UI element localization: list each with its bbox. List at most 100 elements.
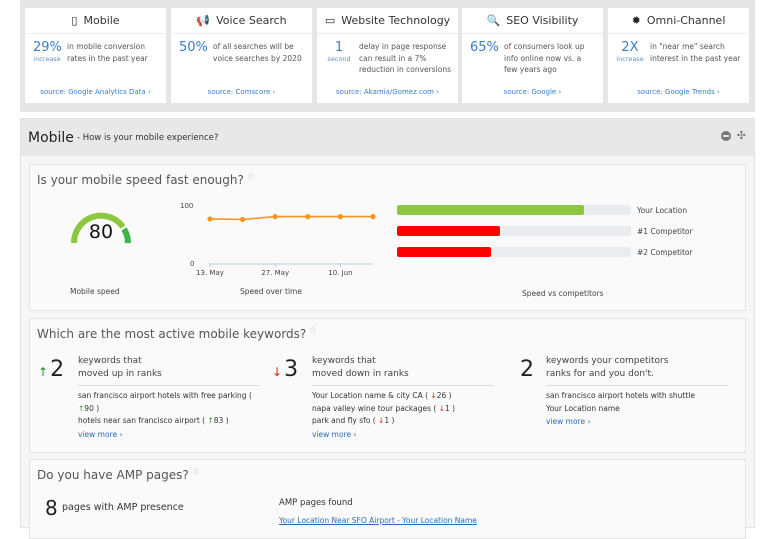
amp-count-label: pages with AMP presence <box>62 502 184 513</box>
panel-title: Mobile <box>28 129 74 146</box>
collapse-icon[interactable] <box>720 131 731 141</box>
keyword-item: Your Location name <box>546 403 620 413</box>
speed-section: Is your mobile speed fast enough? ⓘ 80 M… <box>29 164 746 311</box>
group-title: keywords that <box>78 356 142 366</box>
x-tick-label: 10. Jun <box>328 269 352 277</box>
amp-section: Do you have AMP pages? ⓘ 8 pages with AM… <box>29 459 746 539</box>
bar-category-label: #2 Competitor <box>637 248 693 257</box>
stat-unit: second <box>327 55 351 63</box>
x-tick-label: 13. May <box>196 269 224 277</box>
stat-card: ▭ Website Technology 1 second delay in pag… <box>317 8 458 103</box>
arrow-down-icon: ↓ <box>272 365 283 379</box>
source-link[interactable]: source: Google › <box>503 88 562 96</box>
amp-count: 8 <box>45 496 58 520</box>
y-tick-label: 100 <box>180 202 193 210</box>
stat-unit: increase <box>33 55 61 63</box>
view-more-link[interactable]: view more › <box>78 429 123 439</box>
stat-card: 🔍 SEO Visibility 65% of consumers look up… <box>462 8 603 103</box>
keywords-heading: Which are the most active mobile keyword… <box>37 327 307 341</box>
speed-bar <box>397 226 500 236</box>
speed-point <box>240 216 246 223</box>
stat-title: Mobile <box>83 14 120 27</box>
keyword-group: ↑2 keywords that moved up in ranks san fr… <box>38 355 260 439</box>
keyword-item: Your Location name & city CA ( ↓26 ) <box>312 391 452 400</box>
group-title: keywords that <box>312 356 376 366</box>
monitor-icon: ▭ <box>324 14 336 27</box>
search-icon: 🔍 <box>486 14 501 27</box>
stat-text: of all searches will be voice searches b… <box>213 42 302 63</box>
gauge-value: 80 <box>88 221 114 243</box>
source-link[interactable]: source: Akamia/Gomez.com › <box>336 88 439 96</box>
bar-category-label: #1 Competitor <box>637 227 693 236</box>
speed-line-chart: 100 013. May 27. May 10. Jun <box>180 202 376 277</box>
move-icon[interactable]: ✣ <box>736 129 746 142</box>
stat-value: 2X <box>621 40 639 55</box>
speed-bar-track <box>397 247 631 257</box>
keyword-count: 2 <box>520 357 534 382</box>
stat-value: 29% <box>33 40 62 55</box>
keyword-group: 2 keywords your competitors ranks for and… <box>518 355 728 426</box>
group-title: ranks for and you don't. <box>546 369 654 379</box>
amp-heading: Do you have AMP pages? <box>37 468 189 482</box>
x-tick-label: 27. May <box>261 269 289 277</box>
view-more-link[interactable]: view more › <box>546 417 591 426</box>
stat-text: delay in page response can result in a 7… <box>359 42 451 74</box>
stat-value: 50% <box>179 40 208 55</box>
keywords-section: Which are the most active mobile keyword… <box>29 318 746 453</box>
speed-bar-track <box>397 205 631 215</box>
divider <box>312 385 494 386</box>
stat-text: in "near me" search interest in the past… <box>650 42 741 63</box>
stat-card: 📢 Voice Search 50% of all searches will b… <box>171 8 312 103</box>
stat-value: 65% <box>470 40 499 55</box>
stat-text: in mobile conversion rates in the past y… <box>67 42 148 63</box>
stat-card: ✹ Omni-Channel 2X increase in "near me" se… <box>608 8 749 103</box>
bar-category-label: Your Location <box>637 206 688 215</box>
source-link[interactable]: source: Google Trends › <box>637 88 720 96</box>
info-icon[interactable]: ⓘ <box>247 174 254 181</box>
speed-point <box>305 214 311 220</box>
y-tick-label: 0 <box>190 260 194 268</box>
amp-found-label: AMP pages found <box>279 498 353 508</box>
stat-card: ▯ Mobile 29% increase in mobile conversion… <box>25 8 166 103</box>
gauge-label: Mobile speed <box>70 287 120 296</box>
speed-point <box>272 214 278 220</box>
keyword-item: hotels near san francisco airport ( ↑83 … <box>78 416 229 425</box>
stats-strip: ▯ Mobile 29% increase in mobile conversion… <box>20 0 755 112</box>
stat-title: SEO Visibility <box>506 14 579 27</box>
info-icon[interactable]: ⓘ <box>310 328 317 335</box>
mobile-phone-icon: ▯ <box>71 14 78 27</box>
amp-page-link[interactable]: Your Location Near SFO Airport - Your Lo… <box>279 516 477 525</box>
stat-text: of consumers look up info online now vs.… <box>504 42 585 74</box>
group-title: keywords your competitors <box>546 356 669 366</box>
source-link[interactable]: source: Google Analytics Data › <box>40 88 151 96</box>
stat-title: Website Technology <box>341 14 451 27</box>
panel-header: Mobile - How is your mobile experience? … <box>21 119 754 156</box>
speed-point <box>337 214 343 220</box>
speed-heading: Is your mobile speed fast enough? <box>37 173 244 187</box>
mobile-panel: Mobile - How is your mobile experience? … <box>20 118 755 539</box>
keyword-item: park and fly sfo ( ↓1 ) <box>312 416 395 425</box>
megaphone-icon: 📢 <box>196 14 211 27</box>
badge-icon: ✹ <box>631 14 641 27</box>
stat-title: Voice Search <box>216 14 287 27</box>
keyword-group: ↓3 keywords that moved down in ranks Your… <box>272 355 494 439</box>
view-more-link[interactable]: view more › <box>312 429 357 439</box>
speed-line <box>209 215 373 221</box>
divider <box>546 385 728 386</box>
keyword-count: 2 <box>50 357 65 382</box>
speed-gauge <box>70 212 131 244</box>
keyword-item: san francisco airport hotels with free p… <box>78 391 252 413</box>
source-link[interactable]: source: Comscore › <box>207 88 276 96</box>
bars-label: Speed vs competitors <box>522 289 604 298</box>
speed-point <box>370 214 376 220</box>
arrow-up-icon: ↑ <box>38 365 49 379</box>
divider <box>78 385 260 386</box>
keyword-count: 3 <box>284 357 299 382</box>
line-chart-label: Speed over time <box>240 287 302 296</box>
keyword-item: napa valley wine tour packages ( ↓1 ) <box>312 403 456 413</box>
stat-unit: increase <box>616 55 644 63</box>
stat-value: 1 <box>334 40 344 55</box>
info-icon[interactable]: ⓘ <box>192 469 199 476</box>
group-title: moved up in ranks <box>78 369 162 379</box>
keyword-item: san francisco airport hotels with shuttl… <box>546 391 696 400</box>
